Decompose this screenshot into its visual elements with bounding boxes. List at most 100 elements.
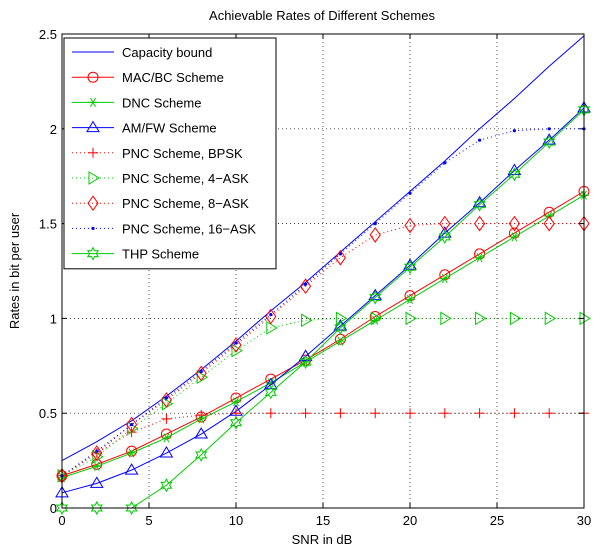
data-point <box>264 385 277 400</box>
data-point <box>474 248 486 260</box>
legend-item: PNC Scheme, 8−ASK <box>72 195 249 212</box>
data-point <box>126 448 137 458</box>
data-point <box>86 246 100 261</box>
data-point <box>164 396 168 400</box>
data-point <box>91 226 95 230</box>
data-point <box>509 311 522 326</box>
data-point <box>438 229 451 244</box>
series-line <box>61 35 585 462</box>
legend-label: DNC Scheme <box>122 95 201 110</box>
series-group <box>55 35 591 516</box>
data-point <box>230 392 242 404</box>
data-point <box>405 408 415 419</box>
data-point <box>334 320 347 335</box>
data-point <box>439 269 451 281</box>
data-point <box>196 370 209 385</box>
series-line <box>61 190 585 477</box>
x-axis-label: SNR in dB <box>292 532 353 547</box>
series-capacity-bound <box>61 35 585 462</box>
data-point <box>405 294 415 305</box>
y-tick-label: 2.5 <box>39 27 57 42</box>
data-point <box>370 311 383 326</box>
data-point <box>335 336 346 346</box>
data-point <box>160 478 173 493</box>
series-line <box>61 412 584 477</box>
data-point <box>543 134 556 150</box>
legend-item: AM/FW Scheme <box>72 121 217 136</box>
x-tick-label: 5 <box>145 513 152 528</box>
series-line <box>61 194 585 479</box>
y-tick-label: 0 <box>50 501 57 516</box>
data-point <box>405 311 417 326</box>
data-point <box>543 215 555 232</box>
series-line <box>61 107 585 494</box>
data-point <box>509 408 520 419</box>
series-line <box>62 109 585 509</box>
series-pnc-scheme-16-ask <box>60 127 586 478</box>
data-point <box>369 227 381 243</box>
data-point <box>91 461 102 471</box>
data-point <box>125 416 138 433</box>
data-point <box>440 311 452 326</box>
data-point <box>508 227 520 239</box>
data-point <box>130 422 134 427</box>
data-point <box>195 447 208 462</box>
data-point <box>89 476 104 488</box>
data-point <box>370 408 381 419</box>
legend-item: PNC Scheme, 16−ASK <box>72 221 256 236</box>
series-pnc-scheme-4-ask <box>57 311 591 483</box>
data-point <box>55 500 69 516</box>
data-point <box>88 97 98 107</box>
x-tick-label: 30 <box>577 513 591 528</box>
data-point <box>408 191 412 195</box>
x-tick-label: 0 <box>58 513 65 528</box>
data-point <box>475 311 487 326</box>
y-tick-label: 2 <box>50 122 57 137</box>
data-point <box>87 195 99 212</box>
legend-item: THP Scheme <box>72 246 199 262</box>
legend-item: MAC/BC Scheme <box>72 70 224 85</box>
x-tick-label: 10 <box>229 513 243 528</box>
data-point <box>88 171 100 185</box>
y-axis-label: Rates in bit per user <box>7 212 22 329</box>
legend-item: Capacity bound <box>72 45 212 60</box>
data-point <box>473 215 486 232</box>
data-point <box>299 354 312 370</box>
data-point <box>231 397 241 407</box>
data-point <box>91 445 103 461</box>
data-point <box>90 500 103 516</box>
data-point <box>196 410 207 421</box>
data-point <box>194 427 209 439</box>
data-point <box>403 260 417 275</box>
data-point <box>439 273 450 284</box>
data-point <box>508 215 521 232</box>
data-point <box>508 167 521 182</box>
data-point <box>265 408 276 419</box>
data-point <box>230 337 242 353</box>
data-point <box>161 413 172 424</box>
data-point <box>265 308 277 325</box>
data-point <box>161 396 174 411</box>
x-tick-label: 20 <box>403 513 417 528</box>
legend: Capacity bound MAC/BC Scheme DNC Scheme AM/… <box>63 37 277 270</box>
data-point <box>443 161 447 165</box>
series-line <box>61 128 584 477</box>
data-point <box>266 320 278 335</box>
data-point <box>544 408 555 419</box>
data-point <box>373 222 377 226</box>
chart-title: Achievable Rates of Different Schemes <box>209 8 435 23</box>
data-point <box>474 253 485 263</box>
data-point <box>509 232 520 242</box>
data-point <box>231 343 243 358</box>
data-point <box>300 408 311 419</box>
data-point <box>160 392 173 408</box>
data-point <box>125 500 138 516</box>
y-tick-label: 1 <box>50 311 57 326</box>
data-point <box>87 71 99 83</box>
legend-item: PNC Scheme, 4−ASK <box>72 171 249 186</box>
data-point <box>298 349 313 361</box>
data-point <box>229 415 243 430</box>
legend-item: DNC Scheme <box>72 95 201 110</box>
data-point <box>95 449 99 453</box>
